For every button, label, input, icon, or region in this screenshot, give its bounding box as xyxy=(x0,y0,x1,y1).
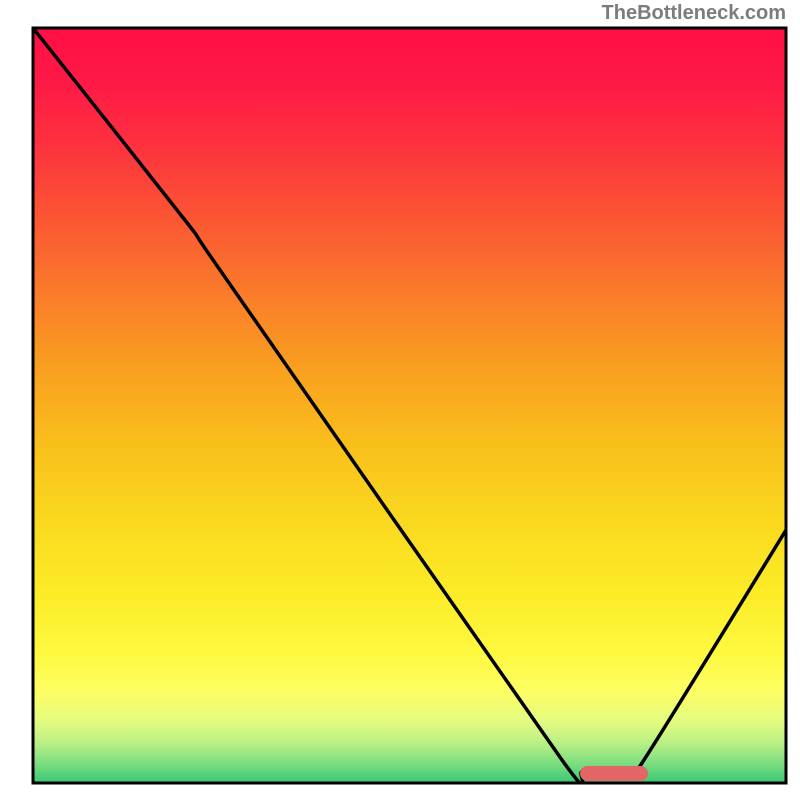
target-marker xyxy=(580,766,648,781)
plot-background xyxy=(33,28,786,783)
bottleneck-chart xyxy=(0,0,800,800)
chart-container: TheBottleneck.com xyxy=(0,0,800,800)
watermark-text: TheBottleneck.com xyxy=(602,2,786,25)
